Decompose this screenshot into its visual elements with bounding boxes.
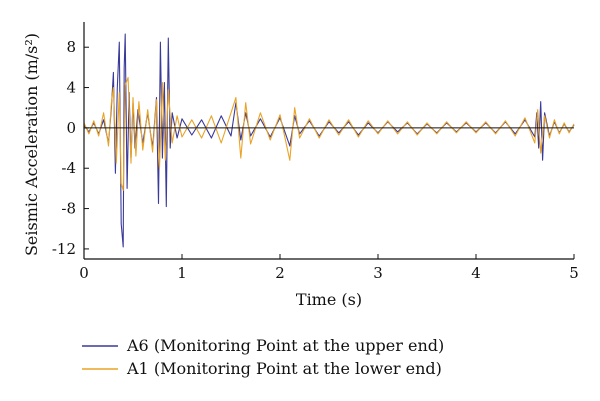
series-line-a1 <box>83 76 575 191</box>
y-tick-label: 0 <box>66 119 76 137</box>
x-tick-label: 0 <box>79 264 89 282</box>
y-tick-label: 4 <box>66 79 76 97</box>
x-tick-label: 4 <box>471 264 481 282</box>
x-tick-label: 5 <box>569 264 579 282</box>
legend-label-a1: A1 (Monitoring Point at the lower end) <box>126 359 442 378</box>
x-tick-label: 3 <box>373 264 383 282</box>
x-tick-label: 2 <box>275 264 285 282</box>
y-tick-label: -4 <box>61 159 76 177</box>
y-tick-label: -8 <box>61 200 76 218</box>
x-ticks: 0 1 2 3 4 5 <box>79 254 579 282</box>
y-tick-label: -12 <box>52 240 76 258</box>
series-line-a6 <box>83 33 575 248</box>
y-ticks: 8 4 0 -4 -8 -12 <box>52 38 89 258</box>
y-axis-label: Seismic Acceleration (m/s²) <box>22 33 41 256</box>
legend: A6 (Monitoring Point at the upper end) A1… <box>82 336 444 378</box>
legend-label-a6: A6 (Monitoring Point at the upper end) <box>126 336 444 355</box>
x-tick-label: 1 <box>177 264 187 282</box>
x-axis-label: Time (s) <box>296 290 362 309</box>
plot-lines <box>83 33 575 248</box>
y-tick-label: 8 <box>66 38 76 56</box>
